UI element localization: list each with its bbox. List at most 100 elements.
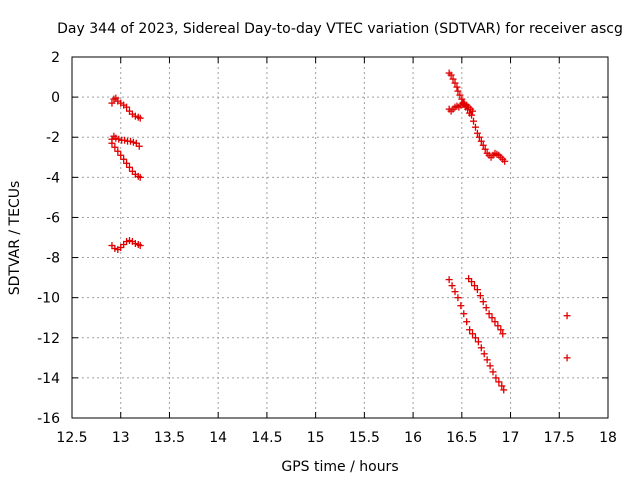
x-tick-label: 15	[307, 430, 325, 446]
data-point	[114, 147, 122, 155]
data-point	[460, 310, 468, 318]
series-track-d	[108, 237, 144, 254]
data-point	[111, 143, 119, 151]
data-point	[463, 318, 471, 326]
x-tick-label: 13	[112, 430, 130, 446]
plot-frame	[71, 56, 609, 419]
data-point	[481, 145, 489, 153]
series-track-g	[445, 276, 508, 394]
data-point	[475, 133, 483, 141]
data-point	[457, 302, 465, 310]
data-point	[470, 117, 478, 125]
series-track-f	[445, 99, 477, 115]
data-point	[453, 83, 461, 91]
data-point	[125, 163, 133, 171]
data-point	[480, 350, 488, 358]
data-point	[468, 278, 476, 286]
data-point	[136, 242, 144, 250]
x-tick-labels: 12.5 13 13.5 14 14.5 15 15.5 16 16.5 17 17.5 18	[56, 430, 617, 446]
data-points	[108, 69, 571, 394]
data-point	[498, 382, 506, 390]
data-point	[448, 282, 456, 290]
data-point	[474, 338, 482, 346]
y-axis-label: SDTVAR / TECUs	[7, 181, 23, 296]
y-tick-labels: 2 0 -2 -4 -6 -8 -10 -12 -14 -16	[37, 50, 60, 427]
x-tick-label: 14	[209, 430, 227, 446]
data-point	[488, 314, 496, 322]
data-point	[136, 114, 144, 122]
data-point	[466, 326, 474, 334]
data-point	[486, 362, 494, 370]
data-point	[471, 334, 479, 342]
data-point	[476, 292, 484, 300]
y-tick-label: -8	[46, 251, 60, 267]
y-tick-label: -2	[46, 130, 60, 146]
y-tick-label: 2	[51, 50, 60, 66]
data-point	[489, 368, 497, 376]
y-tick-label: 0	[51, 90, 60, 106]
data-point	[497, 326, 505, 334]
data-point	[454, 294, 462, 302]
data-point	[491, 318, 499, 326]
data-point	[135, 142, 143, 150]
data-point	[479, 141, 487, 149]
data-point	[469, 330, 477, 338]
series-track-h	[465, 275, 507, 338]
data-point	[494, 322, 502, 330]
y-tick-label: -6	[46, 210, 60, 226]
data-point	[456, 91, 464, 99]
data-point	[563, 354, 571, 362]
data-point	[451, 288, 459, 296]
y-tick-label: -4	[46, 170, 60, 186]
data-point	[458, 95, 466, 103]
y-tick-label: -14	[37, 371, 60, 387]
x-axis-label: GPS time / hours	[281, 459, 398, 475]
series-track-b	[108, 132, 143, 150]
data-point	[563, 312, 571, 320]
series-track-a	[108, 94, 144, 122]
data-point	[473, 286, 481, 294]
data-point	[483, 356, 491, 364]
x-tick-label: 16.5	[446, 430, 477, 446]
data-point	[445, 276, 453, 284]
x-tick-label: 14.5	[251, 430, 282, 446]
data-point	[449, 75, 457, 83]
x-tick-label: 18	[599, 430, 617, 446]
data-point	[108, 99, 116, 107]
y-tick-label: -12	[37, 331, 60, 347]
data-point	[485, 310, 493, 318]
x-tick-label: 15.5	[349, 430, 380, 446]
x-tick-label: 16	[404, 430, 422, 446]
x-tick-label: 13.5	[154, 430, 185, 446]
grid-lines	[72, 57, 608, 418]
data-point	[451, 79, 459, 87]
y-tick-label: -10	[37, 291, 60, 307]
series-track-c	[108, 139, 144, 181]
data-point	[479, 298, 487, 306]
data-point	[495, 378, 503, 386]
data-point	[447, 71, 455, 79]
chart-title: Day 344 of 2023, Sidereal Day-to-day VTE…	[57, 21, 623, 37]
series-isolated	[563, 312, 571, 362]
y-tick-label: -16	[37, 411, 60, 427]
x-tick-label: 12.5	[56, 430, 87, 446]
data-point	[470, 282, 478, 290]
data-point	[477, 344, 485, 352]
data-point	[477, 137, 485, 145]
data-point	[473, 129, 481, 137]
data-point	[136, 173, 144, 181]
data-point	[482, 304, 490, 312]
x-tick-label: 17.5	[544, 430, 575, 446]
data-point	[120, 155, 128, 163]
data-point	[468, 111, 476, 119]
x-tick-label: 17	[502, 430, 520, 446]
data-point	[469, 107, 477, 115]
data-point	[123, 103, 131, 111]
data-point	[108, 139, 116, 147]
data-point	[117, 151, 125, 159]
data-point	[471, 123, 479, 131]
data-point	[501, 157, 509, 165]
data-point	[454, 87, 462, 95]
